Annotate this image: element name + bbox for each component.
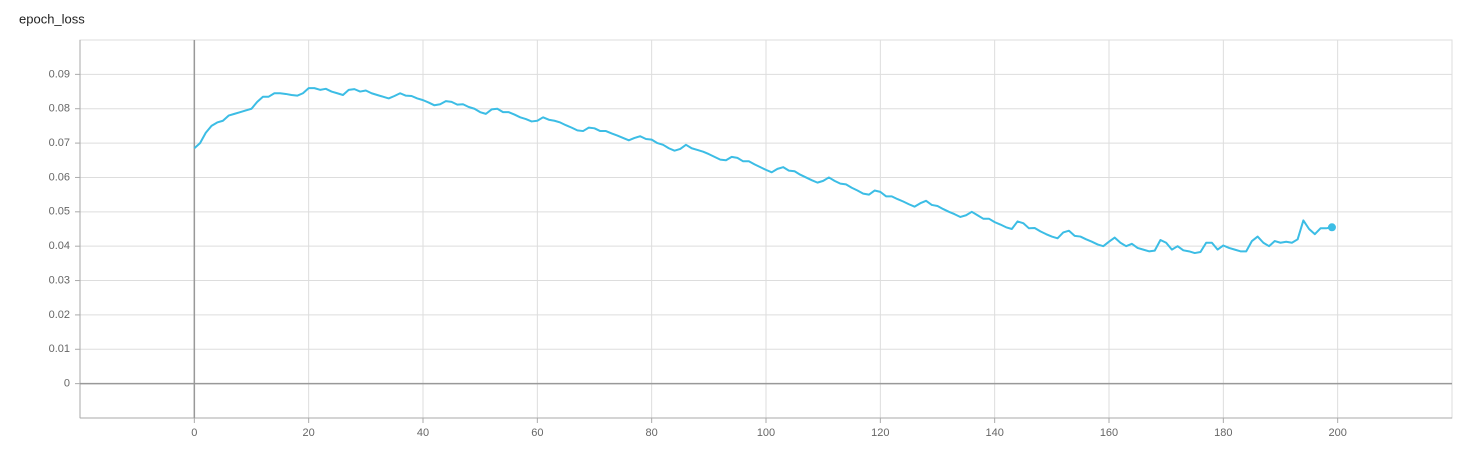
y-tick-label: 0.09 <box>49 68 70 80</box>
y-tick-label: 0.08 <box>49 103 70 115</box>
y-tick-label: 0 <box>64 378 70 390</box>
y-tick-label: 0.03 <box>49 274 70 286</box>
x-tick-label: 120 <box>871 427 889 439</box>
series-line <box>193 87 1333 255</box>
x-tick-label: 100 <box>757 427 775 439</box>
x-tick-label: 200 <box>1328 427 1346 439</box>
y-tick-label: 0.07 <box>49 137 70 149</box>
x-tick-label: 20 <box>303 427 315 439</box>
last-point <box>1327 223 1336 232</box>
x-tick-label: 160 <box>1100 427 1118 439</box>
y-tick-label: 0.05 <box>49 206 70 218</box>
chart-title: epoch_loss <box>19 11 85 26</box>
x-tick-label: 40 <box>417 427 429 439</box>
y-tick-label: 0.04 <box>49 240 70 252</box>
x-tick-label: 80 <box>646 427 658 439</box>
y-tick-label: 0.01 <box>49 343 70 355</box>
x-tick-label: 180 <box>1214 427 1232 439</box>
x-tick-label: 60 <box>531 427 543 439</box>
x-tick-label: 140 <box>985 427 1003 439</box>
y-tick-label: 0.06 <box>49 171 70 183</box>
y-tick-label: 0.02 <box>49 309 70 321</box>
x-tick-label: 0 <box>191 427 197 439</box>
